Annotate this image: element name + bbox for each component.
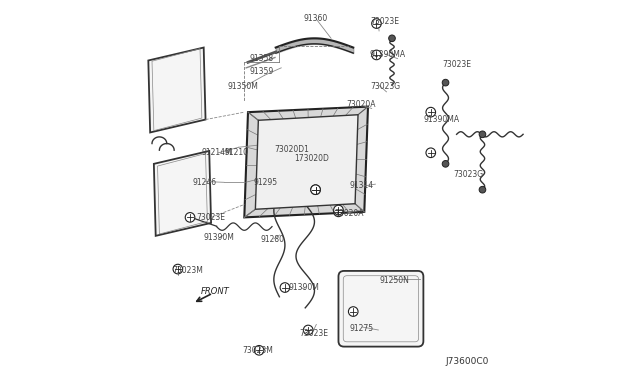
Text: 173020D: 173020D — [294, 154, 329, 163]
Text: 91295: 91295 — [253, 178, 278, 187]
Text: 73023M: 73023M — [243, 346, 273, 355]
Text: 91360: 91360 — [303, 13, 328, 22]
Circle shape — [282, 284, 288, 291]
Text: 91358: 91358 — [249, 54, 273, 63]
Polygon shape — [255, 115, 358, 209]
Polygon shape — [154, 151, 211, 236]
Circle shape — [372, 19, 381, 28]
Text: J73600C0: J73600C0 — [445, 357, 489, 366]
Circle shape — [479, 131, 486, 138]
Circle shape — [348, 307, 358, 316]
Text: 91314: 91314 — [349, 182, 374, 190]
Polygon shape — [148, 48, 205, 132]
Text: 91390MA: 91390MA — [424, 115, 460, 124]
Text: 91350M: 91350M — [228, 82, 259, 91]
Circle shape — [479, 186, 486, 193]
Text: 73023E: 73023E — [442, 60, 471, 69]
Circle shape — [333, 207, 343, 217]
Text: 73023G: 73023G — [453, 170, 483, 179]
Circle shape — [305, 327, 312, 333]
Text: 73023M: 73023M — [172, 266, 203, 275]
Circle shape — [372, 50, 381, 60]
Circle shape — [426, 148, 436, 158]
Text: 91390MA: 91390MA — [370, 51, 406, 60]
Circle shape — [388, 35, 396, 42]
Text: 73023E: 73023E — [300, 329, 329, 338]
FancyBboxPatch shape — [339, 271, 424, 347]
Text: 73020A: 73020A — [335, 209, 364, 218]
Text: 91390M: 91390M — [289, 283, 319, 292]
Text: 73023G: 73023G — [370, 82, 400, 91]
Circle shape — [256, 347, 262, 354]
Text: 73020A: 73020A — [346, 100, 375, 109]
Circle shape — [303, 325, 313, 335]
Text: 73020D1: 73020D1 — [274, 145, 308, 154]
Circle shape — [426, 108, 436, 117]
Circle shape — [442, 161, 449, 167]
Text: 91214M: 91214M — [202, 148, 232, 157]
Circle shape — [187, 214, 193, 220]
Circle shape — [442, 79, 449, 86]
Circle shape — [280, 283, 290, 292]
Circle shape — [333, 205, 343, 215]
Text: 91275: 91275 — [349, 324, 374, 333]
Text: 91390M: 91390M — [204, 233, 235, 242]
Circle shape — [311, 185, 321, 195]
Text: 73023E: 73023E — [196, 213, 225, 222]
Text: 91359: 91359 — [249, 67, 273, 76]
Circle shape — [311, 185, 321, 195]
Text: FRONT: FRONT — [201, 287, 230, 296]
Text: 91210: 91210 — [224, 148, 248, 157]
Text: 91250N: 91250N — [379, 276, 409, 285]
Text: 73023E: 73023E — [370, 17, 399, 26]
Circle shape — [173, 264, 182, 274]
Circle shape — [185, 212, 195, 222]
Circle shape — [254, 346, 264, 355]
Polygon shape — [244, 107, 368, 217]
Text: 91246: 91246 — [193, 178, 217, 187]
Text: 91280: 91280 — [261, 235, 285, 244]
